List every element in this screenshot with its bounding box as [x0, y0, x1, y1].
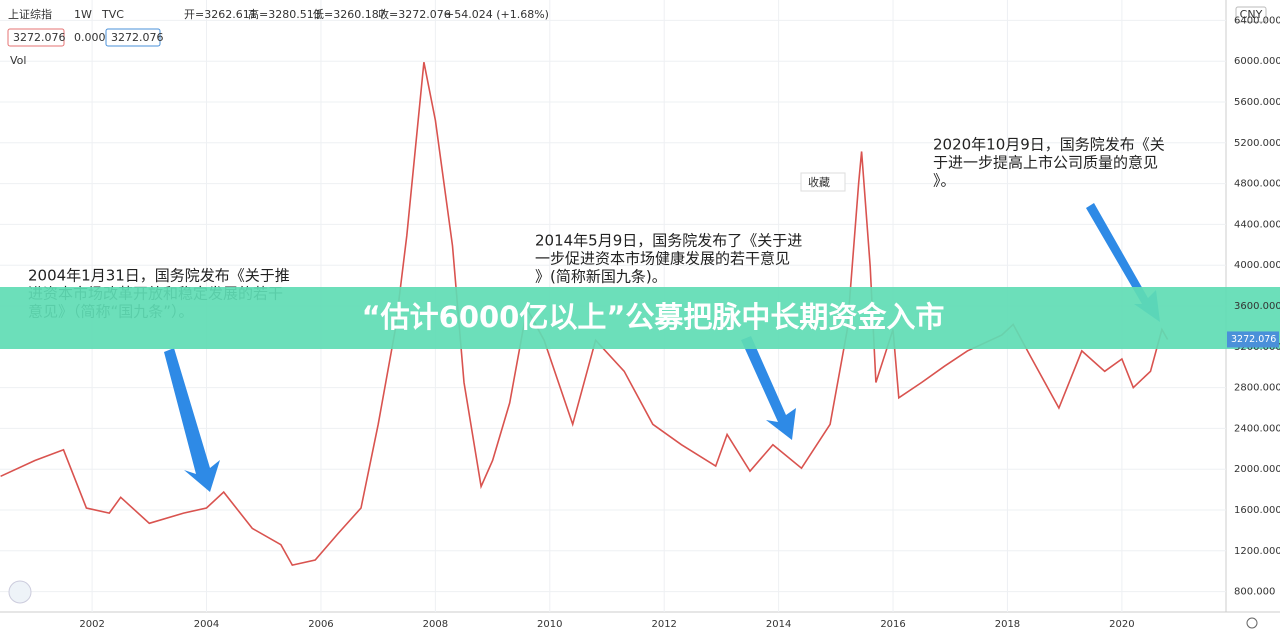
x-tick-label: 2016	[880, 619, 905, 630]
annotation: 于进一步提高上市公司质量的意见	[933, 154, 1158, 172]
ohlc-close: 收=3272.076	[378, 7, 451, 21]
x-tick-label: 2006	[308, 619, 333, 630]
settings-icon[interactable]	[1246, 617, 1258, 629]
annotation: 2014年5月9日，国务院发布了《关于进	[535, 232, 802, 250]
x-tick-label: 2020	[1109, 619, 1134, 630]
price-tag-text: 3272.076	[1231, 334, 1276, 345]
y-tick-label: 6400.000	[1234, 15, 1280, 26]
logo[interactable]	[8, 580, 32, 604]
interval[interactable]: 1W	[74, 8, 92, 21]
box	[7, 28, 65, 47]
banner	[0, 287, 1280, 349]
arrow	[741, 336, 796, 440]
symbol[interactable]: 上证综指	[8, 7, 52, 21]
ohlc-change: +54.024 (+1.68%)	[445, 8, 549, 21]
x-tick-label: 2012	[651, 619, 676, 630]
box	[105, 28, 161, 47]
x-tick-label: 2018	[995, 619, 1020, 630]
y-tick-label: 3600.000	[1234, 301, 1280, 312]
box-value: 3272.076	[13, 31, 66, 44]
annotation: 2020年10月9日，国务院发布《关	[933, 136, 1165, 154]
box-value: 3272.076	[111, 31, 164, 44]
y-tick-label: 2400.000	[1234, 423, 1280, 434]
ohlc-open: 开=3262.611	[184, 8, 257, 21]
annotation: 一步促进资本市场健康发展的若干意见	[535, 250, 790, 268]
y-tick-label: 2000.000	[1234, 464, 1280, 475]
box-value: 0.000	[74, 31, 106, 44]
y-tick-label: 6000.000	[1234, 56, 1280, 67]
annotation: 》(简称新国九条)。	[535, 268, 667, 286]
favorite-button[interactable]	[800, 172, 846, 192]
y-tick-label: 4400.000	[1234, 219, 1280, 230]
ohlc-low: 低=3260.187	[313, 8, 386, 21]
annotation: 2004年1月31日，国务院发布《关于推	[28, 267, 290, 285]
y-tick-label: 5200.000	[1234, 138, 1280, 149]
ohlc-high: 高=3280.513	[248, 7, 321, 21]
favorite[interactable]: 收藏	[808, 175, 830, 189]
y-tick-label: 4800.000	[1234, 179, 1280, 190]
x-tick-label: 2002	[79, 619, 104, 630]
currency-box[interactable]	[1235, 6, 1267, 23]
price-tag	[1227, 331, 1279, 348]
x-tick-label: 2008	[423, 619, 448, 630]
arrow	[164, 348, 220, 492]
source: TVC	[101, 8, 124, 21]
x-tick-label: 2010	[537, 619, 562, 630]
x-tick-label: 2004	[194, 619, 219, 630]
currency: CNY	[1240, 8, 1263, 21]
y-tick-label: 5600.000	[1234, 97, 1280, 108]
y-tick-label: 1600.000	[1234, 505, 1280, 516]
y-tick-label: 2800.000	[1234, 383, 1280, 394]
y-tick-label: 1200.000	[1234, 546, 1280, 557]
volume-label: Vol	[10, 54, 26, 67]
y-tick-label: 800.000	[1234, 587, 1275, 598]
x-tick-label: 2014	[766, 619, 791, 630]
banner-text: “估计6000亿以上”公募把脉中长期资金入市	[362, 300, 945, 334]
y-tick-label: 4000.000	[1234, 260, 1280, 271]
annotation: 》。	[933, 172, 956, 190]
